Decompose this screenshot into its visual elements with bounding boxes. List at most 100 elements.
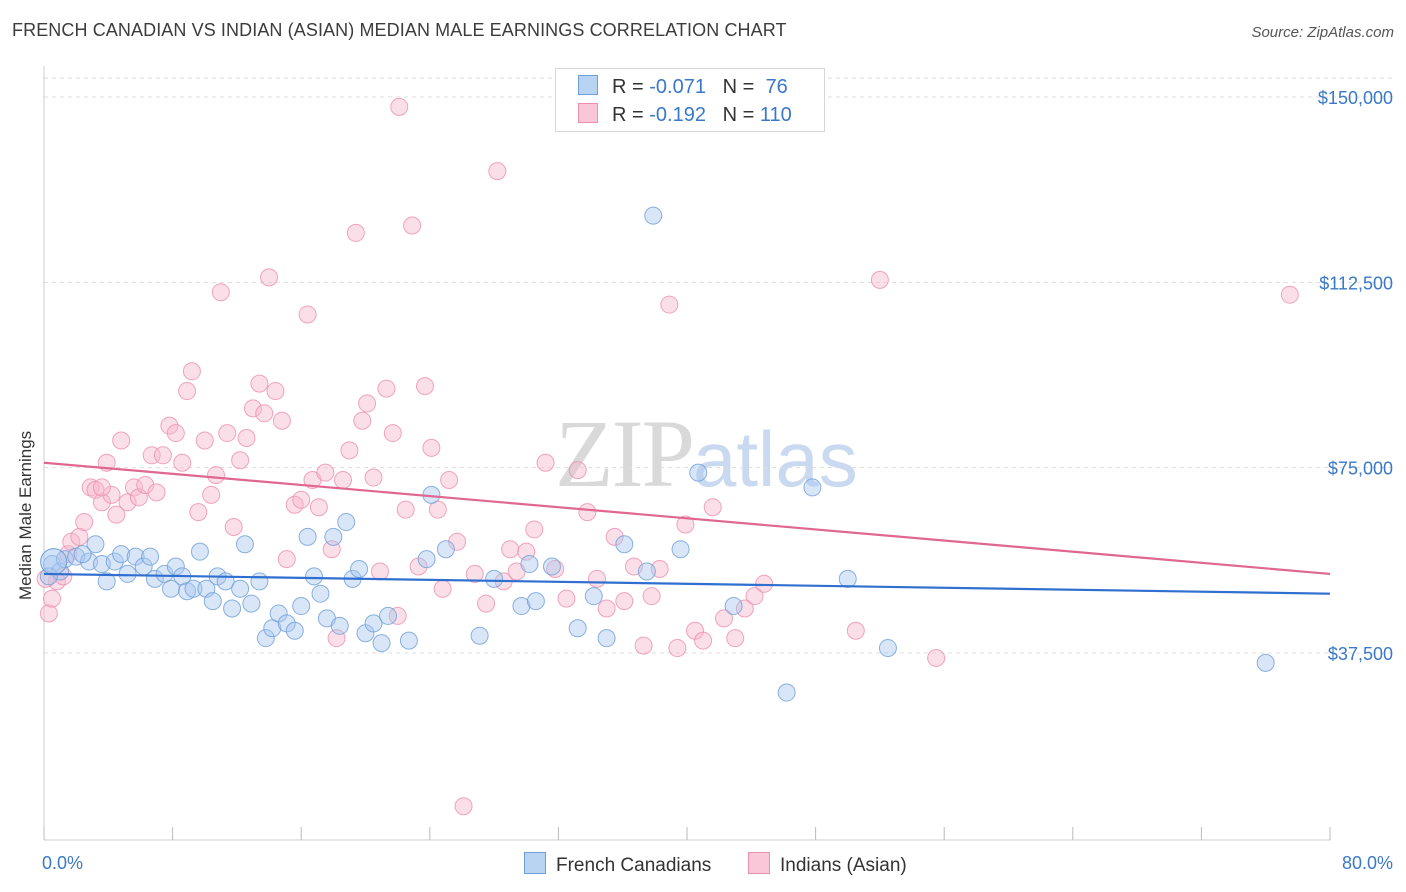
indian-asian-point	[642, 587, 661, 606]
french-canadian-point	[190, 542, 209, 561]
indian-asian-point	[211, 283, 230, 302]
indian-asian-point	[694, 631, 713, 650]
blue-swatch-icon	[524, 852, 546, 874]
legend-n-value: 76	[765, 76, 788, 98]
indian-asian-point	[316, 463, 335, 482]
indian-asian-point	[125, 478, 144, 497]
french-canadian-point	[1256, 653, 1275, 672]
french-canadian-point	[324, 527, 343, 546]
indian-asian-point	[195, 431, 214, 450]
legend-r-label: R =	[612, 104, 644, 126]
watermark-zip: ZIP	[555, 400, 695, 507]
french-canadian-point	[263, 619, 282, 638]
french-canadian-point	[399, 631, 418, 650]
french-canadian-trend-line	[43, 572, 1331, 595]
french-canadian-point	[311, 584, 330, 603]
indian-asian-point	[587, 569, 606, 588]
french-canadian-point	[155, 564, 174, 583]
chart-title: FRENCH CANADIAN VS INDIAN (ASIAN) MEDIAN…	[12, 20, 787, 40]
indian-asian-point	[166, 424, 185, 443]
indian-asian-point	[597, 599, 616, 618]
indian-asian-point	[388, 606, 407, 625]
indian-asian-point	[250, 374, 269, 393]
indian-asian-point	[118, 493, 137, 512]
french-canadian-points	[39, 206, 1275, 702]
pink-swatch-icon	[578, 103, 598, 123]
french-canadian-point	[118, 564, 137, 583]
indian-asian-point	[92, 478, 111, 497]
french-canadian-point	[838, 569, 857, 588]
french-canadian-point	[203, 592, 222, 611]
french-canadian-point	[298, 527, 317, 546]
indian-asian-point	[377, 379, 396, 398]
french-canadian-point	[671, 540, 690, 559]
indian-asian-point	[501, 540, 520, 559]
indian-asian-point	[102, 485, 121, 504]
indian-asian-point	[178, 382, 197, 401]
indian-asian-point	[370, 562, 389, 581]
indian-asian-point	[224, 517, 243, 536]
indian-asian-point	[660, 295, 679, 314]
indian-asian-trend-line	[43, 461, 1331, 576]
indian-asian-point	[568, 461, 587, 480]
french-canadian-point	[97, 572, 116, 591]
indian-asian-point	[153, 446, 172, 465]
tick-labels: $150,000 $112,500 $75,000 $37,500 0.0% 80.0%	[42, 88, 1393, 873]
legend-r-label: R =	[612, 76, 644, 98]
french-canadian-point	[615, 535, 634, 554]
french-canadian-point	[644, 206, 663, 225]
french-canadian-point	[597, 629, 616, 648]
indian-asian-point	[488, 162, 507, 181]
indian-asian-point	[309, 498, 328, 517]
french-canadian-point	[777, 683, 796, 702]
indian-asian-point	[714, 609, 733, 628]
indian-asian-point	[107, 505, 126, 524]
french-canadian-point	[542, 557, 561, 576]
bottom-legend-french-canadians: French Canadians	[524, 852, 711, 877]
indian-asian-point	[578, 503, 597, 522]
bottom-legend-indians-asian: Indians (Asian)	[748, 852, 907, 877]
legend-row-indians-asian: R = -0.192 N = 110	[578, 103, 792, 127]
french-canadian-point	[350, 559, 369, 578]
french-canadian-point	[223, 599, 242, 618]
indian-asian-point	[546, 559, 565, 578]
indian-asian-point	[390, 97, 409, 116]
french-canadian-point	[112, 545, 131, 564]
indian-asian-point	[615, 592, 634, 611]
indian-asian-point	[525, 520, 544, 539]
y-tick-label: $112,500	[1319, 273, 1393, 293]
indian-asian-point	[440, 471, 459, 490]
french-canadian-point	[803, 478, 822, 497]
indian-asian-point	[237, 429, 256, 448]
x-tick-label: 0.0%	[42, 853, 83, 873]
indian-asian-point	[676, 515, 695, 534]
french-canadian-point	[250, 572, 269, 591]
french-canadian-point	[184, 579, 203, 598]
french-canadian-point	[330, 616, 349, 635]
french-canadian-point	[305, 567, 324, 586]
indian-asian-point	[173, 453, 192, 472]
indian-asian-point	[403, 216, 422, 235]
indian-asian-point	[255, 404, 274, 423]
x-tick-label: 80.0%	[1342, 853, 1393, 873]
y-tick-label: $75,000	[1328, 459, 1393, 479]
indian-asian-point	[422, 438, 441, 457]
french-canadian-point	[379, 606, 398, 625]
legend-n-label: N =	[722, 76, 755, 98]
blue-swatch-icon	[578, 75, 598, 95]
indian-asian-point	[870, 270, 889, 289]
french-canadian-point	[105, 552, 124, 571]
indian-asian-point	[112, 431, 131, 450]
y-tick-label: $150,000	[1318, 88, 1393, 108]
pink-swatch-icon	[748, 852, 770, 874]
french-canadian-point	[724, 597, 743, 616]
indian-asian-point	[726, 629, 745, 648]
grid-lines	[44, 77, 1395, 654]
legend-r-value: -0.071	[649, 76, 706, 98]
indian-asian-point	[1280, 285, 1299, 304]
french-canadian-point	[141, 547, 160, 566]
indian-asian-point	[333, 471, 352, 490]
french-canadian-point	[364, 614, 383, 633]
french-canadian-point	[256, 629, 275, 648]
indian-asian-point	[703, 498, 722, 517]
